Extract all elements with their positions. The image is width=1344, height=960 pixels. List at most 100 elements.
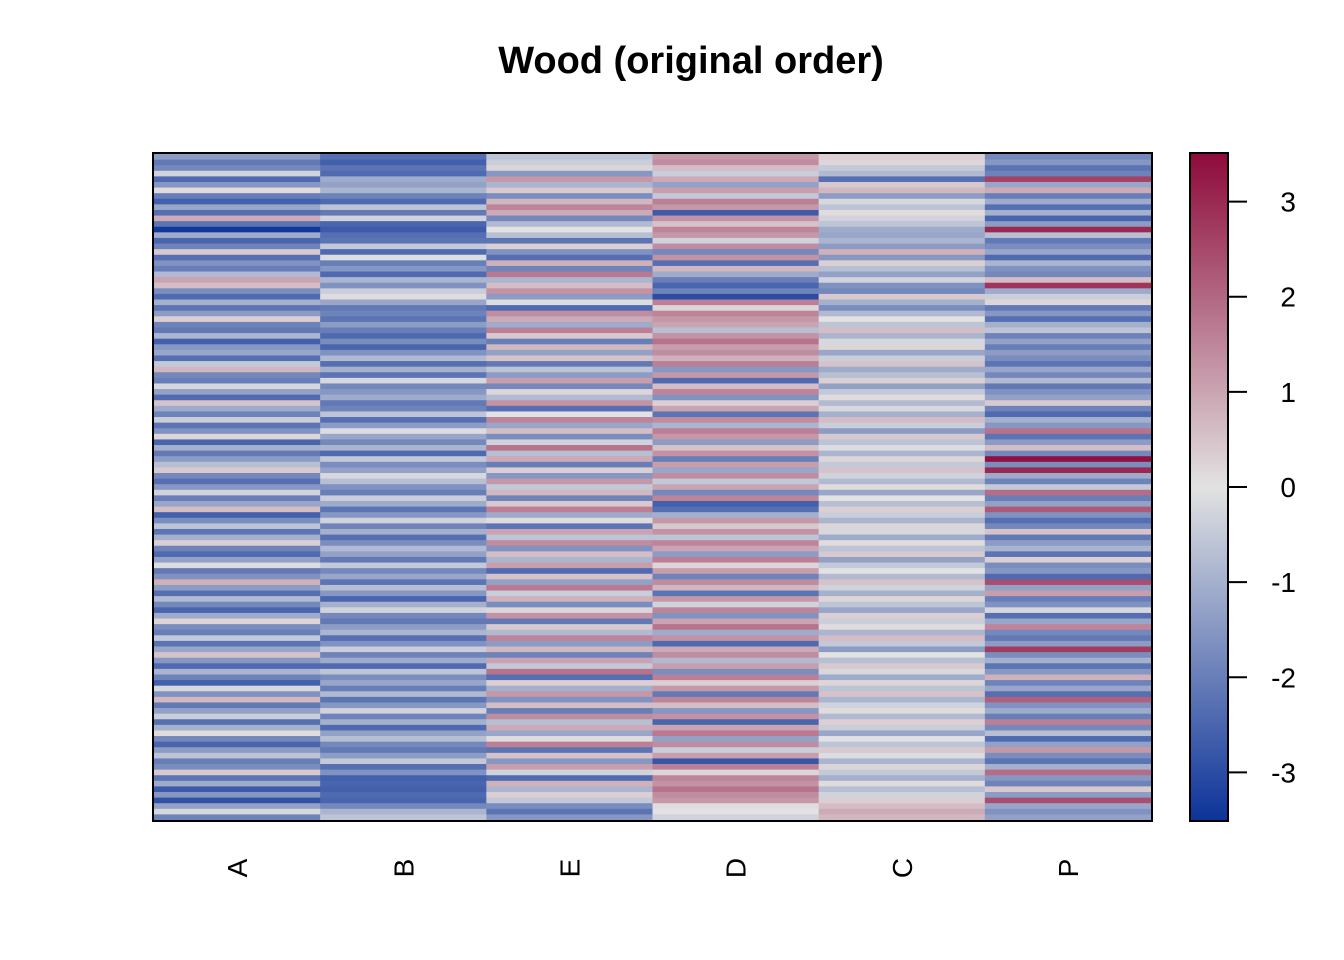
heatmap-cell [652, 327, 820, 334]
heatmap-cell [818, 254, 986, 261]
heatmap-cell [320, 473, 487, 480]
heatmap-cell [320, 579, 487, 586]
heatmap-cell [984, 562, 1152, 569]
heatmap-cell [154, 792, 321, 799]
heatmap-cell [320, 433, 487, 441]
scale-tick-label: -2 [1271, 662, 1296, 693]
heatmap-cell [320, 209, 487, 217]
heatmap-cell [486, 433, 654, 441]
heatmap-cell [320, 573, 487, 580]
heatmap-cell [818, 680, 986, 687]
heatmap-cell [486, 310, 654, 317]
heatmap-cell [984, 411, 1152, 418]
heatmap-cell [652, 389, 820, 396]
heatmap-cell [154, 747, 321, 754]
heatmap-cell [154, 411, 321, 418]
heatmap-cell [154, 383, 321, 390]
heatmap-cell [818, 556, 986, 564]
heatmap-cell [984, 366, 1152, 373]
heatmap-cell [818, 439, 986, 446]
heatmap-cell [652, 808, 820, 816]
heatmap-cell [652, 618, 820, 625]
heatmap-cell [320, 607, 487, 614]
heatmap-cell [486, 601, 654, 608]
heatmap-cell [154, 232, 321, 239]
heatmap-cell [984, 663, 1152, 670]
heatmap-cell [818, 719, 986, 726]
heatmap-cell [984, 674, 1152, 681]
heatmap-cell [154, 680, 321, 687]
heatmap-cell [818, 775, 986, 782]
heatmap-cell [486, 299, 654, 306]
heatmap-cell [984, 344, 1152, 351]
heatmap-cell [652, 288, 820, 295]
heatmap-cell [486, 568, 654, 575]
heatmap-cell [486, 366, 654, 373]
heatmap-cell [154, 528, 321, 536]
heatmap-cell [984, 708, 1152, 715]
heatmap-cell [154, 467, 321, 474]
heatmap-cell [320, 551, 487, 558]
heatmap-cell [652, 277, 820, 284]
heatmap-cell [320, 540, 487, 547]
heatmap-cell [154, 764, 321, 771]
heatmap-cell [984, 607, 1152, 614]
heatmap-cell [486, 394, 654, 401]
heatmap-cell [818, 691, 986, 698]
heatmap-cell [818, 478, 986, 485]
heatmap-cell [154, 500, 321, 508]
heatmap-cell [320, 719, 487, 726]
heatmap-cell [154, 333, 321, 340]
heatmap-cell [154, 473, 321, 480]
heatmap-cell [320, 181, 487, 189]
heatmap-cell [320, 562, 487, 569]
heatmap-cell [154, 568, 321, 575]
chart-title: Wood (original order) [498, 40, 884, 82]
heatmap-cell [652, 713, 820, 720]
heatmap-cell [652, 176, 820, 183]
heatmap-cell [154, 159, 321, 166]
heatmap-cell [818, 646, 986, 653]
heatmap-cell [984, 652, 1152, 659]
heatmap-cell [486, 417, 654, 424]
heatmap-cell [652, 512, 820, 519]
heatmap-cell [818, 764, 986, 771]
heatmap-cell [652, 702, 820, 709]
heatmap-cell [320, 624, 487, 631]
heatmap-cell [818, 758, 986, 765]
heatmap-cell [320, 713, 487, 720]
heatmap-cell [652, 691, 820, 698]
heatmap-cell [818, 624, 986, 631]
heatmap-cell [984, 473, 1152, 480]
heatmap-cell [486, 232, 654, 239]
heatmap-cell [652, 668, 820, 676]
heatmap-cell [486, 607, 654, 614]
heatmap-cell [984, 545, 1152, 552]
heatmap-cell [154, 758, 321, 765]
heatmap [154, 154, 1152, 821]
heatmap-cell [320, 193, 487, 200]
heatmap-cell [486, 237, 654, 245]
heatmap-cell [818, 545, 986, 552]
heatmap-cell [320, 652, 487, 659]
heatmap-cell [486, 769, 654, 776]
heatmap-cell [154, 601, 321, 608]
heatmap-cell [984, 439, 1152, 446]
heatmap-cell [984, 730, 1152, 737]
heatmap-cell [984, 450, 1152, 457]
heatmap-cell [984, 277, 1152, 284]
heatmap-cell [818, 495, 986, 502]
heatmap-cell [154, 316, 321, 323]
heatmap-cell [154, 344, 321, 351]
heatmap-cell [652, 456, 820, 463]
heatmap-cell [818, 422, 986, 429]
heatmap-cell [486, 741, 654, 748]
heatmap-cell [320, 747, 487, 754]
heatmap-cell [486, 764, 654, 771]
heatmap-cell [984, 590, 1152, 597]
heatmap-cell [486, 646, 654, 653]
heatmap-cell [486, 562, 654, 569]
heatmap-cell [984, 265, 1152, 273]
heatmap-cell [818, 243, 986, 250]
heatmap-cell [154, 198, 321, 205]
